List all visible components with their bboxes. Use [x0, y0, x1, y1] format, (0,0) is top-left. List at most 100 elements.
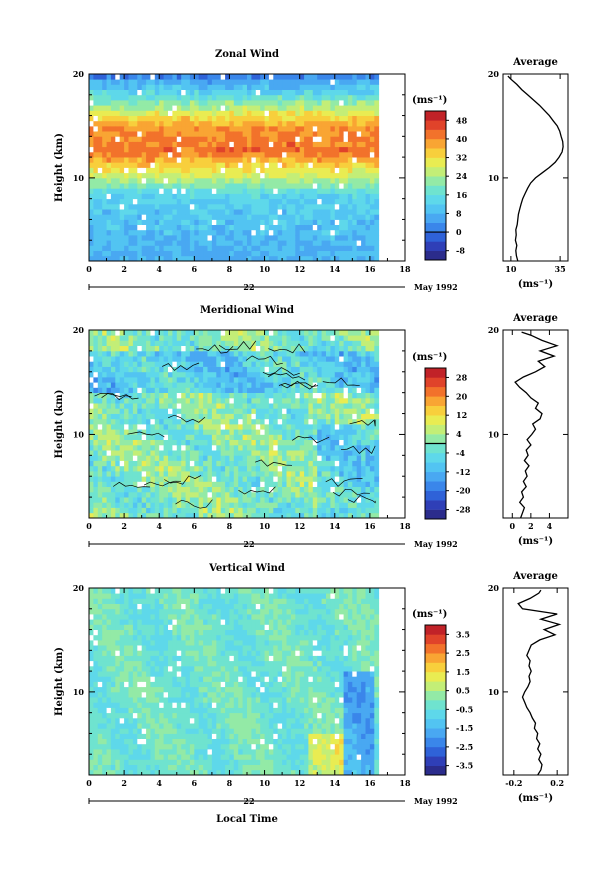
- heatmap-cell: [119, 413, 125, 420]
- heatmap-cell: [365, 188, 371, 194]
- heatmap-cell: [150, 413, 156, 420]
- heatmap-cell: [163, 172, 169, 179]
- heatmap-cell: [146, 235, 151, 241]
- heatmap-cell: [141, 330, 147, 336]
- heatmap-cell: [268, 198, 274, 205]
- heatmap-cell: [277, 105, 283, 111]
- heatmap-cell: [312, 512, 318, 519]
- heatmap-cell: [102, 74, 107, 80]
- heatmap-cell: [198, 491, 204, 498]
- heatmap-cell: [102, 502, 107, 508]
- heatmap-cell: [247, 157, 252, 163]
- heatmap-cell: [128, 219, 134, 225]
- heatmap-cell: [308, 450, 314, 456]
- heatmap-cell: [308, 439, 314, 446]
- heatmap-cell: [321, 512, 327, 519]
- heatmap-cell: [128, 193, 134, 200]
- heatmap-cell: [225, 350, 230, 357]
- heatmap-cell: [374, 434, 380, 440]
- heatmap-cell: [141, 392, 147, 399]
- heatmap-cell: [119, 371, 125, 378]
- heatmap-cell: [176, 345, 182, 352]
- heatmap-cell: [334, 214, 340, 220]
- heatmap-cell: [137, 193, 143, 200]
- heatmap-cell: [203, 209, 208, 215]
- heatmap-cell: [312, 371, 318, 378]
- heatmap-cell: [216, 408, 222, 414]
- heatmap-cell: [247, 350, 252, 357]
- heatmap-cell: [352, 350, 358, 357]
- heatmap-cell: [334, 481, 340, 487]
- heatmap-field: [89, 330, 380, 519]
- heatmap-cell: [343, 377, 349, 383]
- heatmap-cell: [132, 413, 138, 420]
- heatmap-cell: [251, 408, 257, 414]
- heatmap-cell: [194, 392, 200, 399]
- heatmap-cell: [308, 507, 314, 514]
- heatmap-cell: [282, 250, 287, 257]
- heatmap-cell: [159, 481, 164, 487]
- heatmap-cell: [369, 502, 375, 508]
- heatmap-cell: [369, 507, 375, 514]
- heatmap-cell: [97, 89, 103, 96]
- heatmap-cell: [273, 105, 279, 111]
- heatmap-cell: [356, 465, 362, 472]
- heatmap-cell: [251, 203, 257, 210]
- heatmap-cell: [260, 340, 265, 346]
- heatmap-cell: [290, 439, 296, 446]
- heatmap-cell: [163, 167, 169, 174]
- heatmap-cell: [154, 235, 160, 241]
- heatmap-cell: [181, 224, 186, 231]
- heatmap-cell: [141, 361, 147, 367]
- heatmap-cell: [207, 224, 213, 231]
- heatmap-cell: [146, 476, 151, 482]
- heatmap-cell: [238, 429, 243, 435]
- heatmap-cell: [119, 460, 125, 467]
- heatmap-cell: [308, 486, 314, 493]
- heatmap-cell: [115, 371, 121, 378]
- heatmap-cell: [128, 100, 134, 106]
- heatmap-cell: [194, 94, 200, 101]
- heatmap-cell: [251, 371, 257, 378]
- heatmap-cell: [141, 455, 147, 461]
- heatmap-cell: [198, 151, 204, 158]
- heatmap-cell: [141, 157, 147, 163]
- heatmap-cell: [154, 255, 160, 262]
- heatmap-cell: [286, 340, 292, 346]
- heatmap-cell: [211, 486, 217, 493]
- heatmap-cell: [110, 512, 116, 519]
- heatmap-cell: [115, 491, 121, 498]
- heatmap-cell: [260, 79, 265, 85]
- heatmap-cell: [220, 250, 226, 257]
- heatmap-cell: [361, 203, 366, 210]
- heatmap-cell: [132, 177, 138, 184]
- heatmap-cell: [124, 330, 129, 336]
- heatmap-cell: [277, 366, 283, 373]
- heatmap-cell: [330, 94, 336, 101]
- heatmap-cell: [308, 235, 314, 241]
- heatmap-cell: [334, 444, 340, 451]
- heatmap-cell: [207, 146, 213, 153]
- heatmap-cell: [312, 434, 318, 440]
- heatmap-cell: [334, 183, 340, 189]
- heatmap-cell: [255, 335, 261, 341]
- heatmap-cell: [330, 162, 336, 168]
- heatmap-cell: [255, 115, 261, 122]
- heatmap-cell: [282, 240, 287, 246]
- heatmap-cell: [356, 408, 362, 414]
- heatmap-cell: [89, 193, 94, 200]
- heatmap-cell: [128, 418, 134, 425]
- heatmap-cell: [154, 110, 160, 116]
- heatmap-cell: [369, 193, 375, 200]
- heatmap-cell: [97, 229, 103, 236]
- heatmap-cell: [369, 157, 375, 163]
- heatmap-cell: [286, 115, 292, 122]
- heatmap-cell: [128, 157, 134, 163]
- heatmap-cell: [233, 361, 239, 367]
- heatmap-cell: [154, 74, 160, 80]
- heatmap-cell: [264, 255, 270, 262]
- heatmap-cell: [273, 141, 279, 148]
- heatmap-cell: [251, 115, 257, 122]
- heatmap-cell: [185, 172, 191, 179]
- heatmap-cell: [295, 193, 301, 200]
